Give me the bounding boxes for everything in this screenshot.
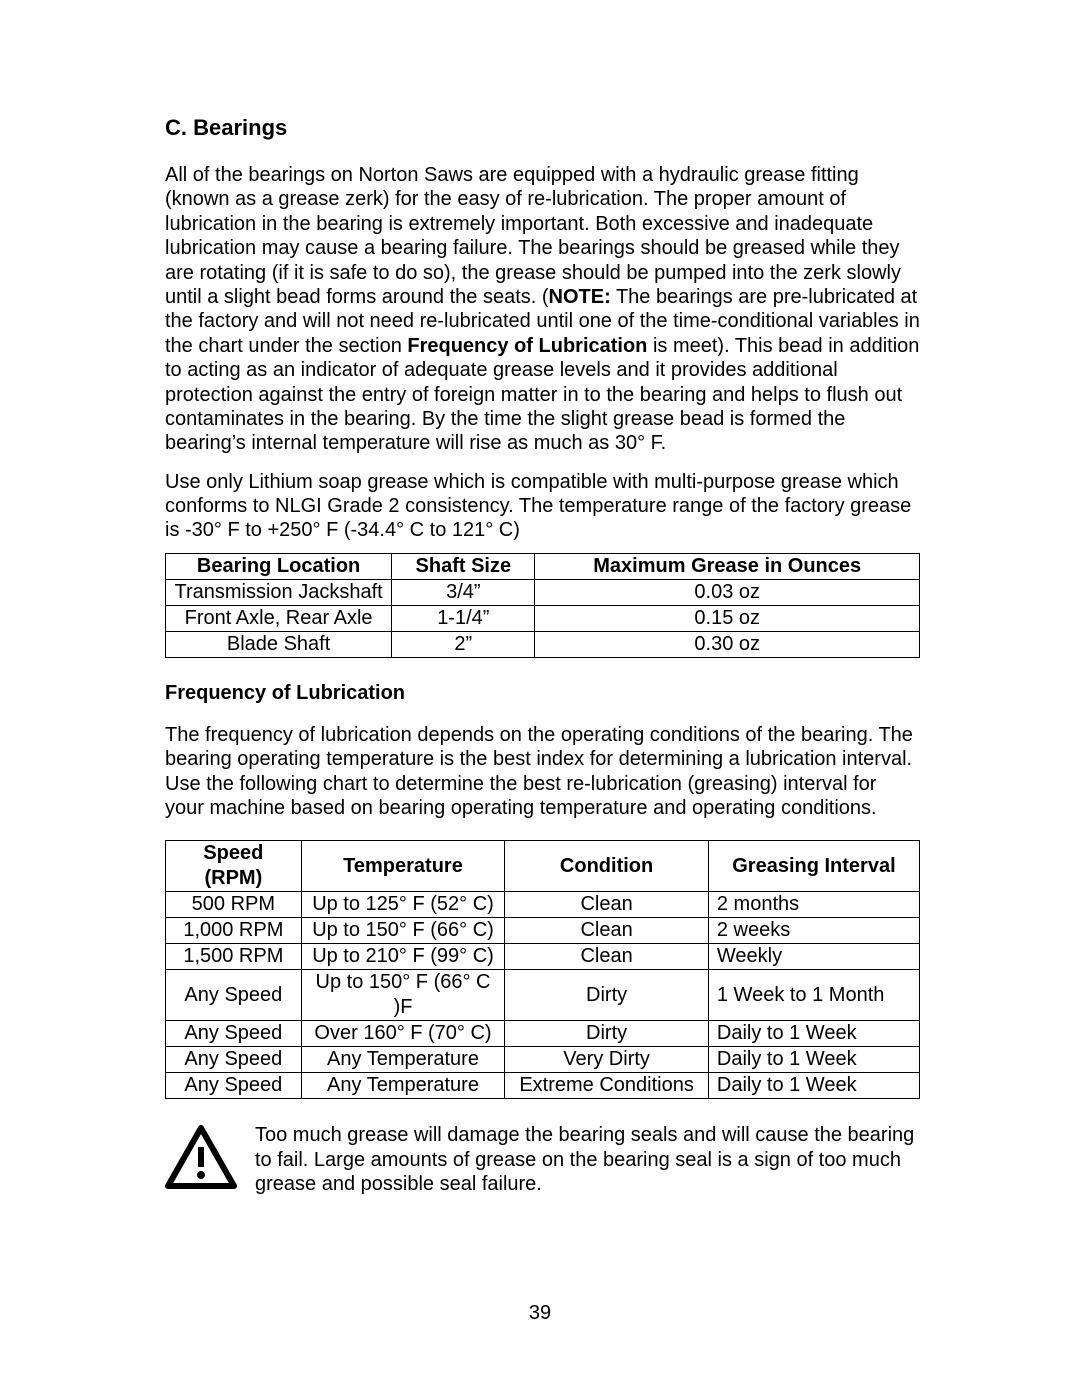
table-cell: 500 RPM [166,892,302,918]
paragraph-2: Use only Lithium soap grease which is co… [165,470,920,543]
table-cell: Daily to 1 Week [708,1021,919,1047]
table-cell: 2 months [708,892,919,918]
table-cell: 2 weeks [708,918,919,944]
table-header: Speed (RPM) [166,841,302,892]
table-cell: Clean [505,944,709,970]
table-cell: Any Speed [166,1073,302,1099]
table-row: Any SpeedAny TemperatureExtreme Conditio… [166,1073,920,1099]
table-row: 500 RPMUp to 125° F (52° C)Clean2 months [166,892,920,918]
table-cell: Up to 210° F (99° C) [301,944,505,970]
table-header: Shaft Size [392,553,535,579]
paragraph-3: The frequency of lubrication depends on … [165,723,920,821]
table-cell: 3/4” [392,579,535,605]
table-cell: Blade Shaft [166,631,392,657]
table-cell: Daily to 1 Week [708,1047,919,1073]
table-cell: 0.03 oz [535,579,920,605]
table-cell: Clean [505,918,709,944]
table-cell: 1 Week to 1 Month [708,970,919,1021]
table-header: Greasing Interval [708,841,919,892]
table-cell: Up to 125° F (52° C) [301,892,505,918]
table-cell: Any Speed [166,970,302,1021]
table-row: Any SpeedOver 160° F (70° C)DirtyDaily t… [166,1021,920,1047]
table-cell: Clean [505,892,709,918]
table-cell: Front Axle, Rear Axle [166,605,392,631]
table-cell: 0.15 oz [535,605,920,631]
table-cell: Daily to 1 Week [708,1073,919,1099]
table-row: Transmission Jackshaft3/4”0.03 oz [166,579,920,605]
table-cell: Weekly [708,944,919,970]
section-heading: C. Bearings [165,115,920,141]
table-cell: Dirty [505,1021,709,1047]
table-cell: Very Dirty [505,1047,709,1073]
table-cell: Up to 150° F (66° C) [301,918,505,944]
table-cell: 2” [392,631,535,657]
paragraph-1: All of the bearings on Norton Saws are e… [165,163,920,456]
table-cell: Any Temperature [301,1073,505,1099]
table-header: Condition [505,841,709,892]
warning-icon [165,1125,237,1194]
table-header: Bearing Location [166,553,392,579]
page-number: 39 [0,1302,1080,1325]
table-cell: Any Speed [166,1047,302,1073]
table-row: 1,000 RPMUp to 150° F (66° C)Clean2 week… [166,918,920,944]
table-cell: 0.30 oz [535,631,920,657]
table-cell: 1-1/4” [392,605,535,631]
document-page: C. Bearings All of the bearings on Norto… [0,0,1080,1397]
table-row: Any SpeedUp to 150° F (66° C )FDirty1 We… [166,970,920,1021]
table-header: Temperature [301,841,505,892]
table-cell: 1,000 RPM [166,918,302,944]
warning-block: Too much grease will damage the bearing … [165,1123,920,1196]
sub-heading: Frequency of Lubrication [165,682,920,705]
table-cell: Transmission Jackshaft [166,579,392,605]
table-row: Blade Shaft2”0.30 oz [166,631,920,657]
table-cell: Over 160° F (70° C) [301,1021,505,1047]
table-cell: Extreme Conditions [505,1073,709,1099]
table-row: 1,500 RPMUp to 210° F (99° C)CleanWeekly [166,944,920,970]
table-cell: Up to 150° F (66° C )F [301,970,505,1021]
warning-text: Too much grease will damage the bearing … [255,1123,920,1196]
lubrication-interval-table: Speed (RPM)TemperatureConditionGreasing … [165,840,920,1099]
table-row: Any SpeedAny TemperatureVery DirtyDaily … [166,1047,920,1073]
table-cell: 1,500 RPM [166,944,302,970]
grease-table: Bearing LocationShaft SizeMaximum Grease… [165,553,920,658]
table-header: Maximum Grease in Ounces [535,553,920,579]
table-cell: Any Speed [166,1021,302,1047]
table-cell: Dirty [505,970,709,1021]
table-cell: Any Temperature [301,1047,505,1073]
table-row: Front Axle, Rear Axle1-1/4”0.15 oz [166,605,920,631]
